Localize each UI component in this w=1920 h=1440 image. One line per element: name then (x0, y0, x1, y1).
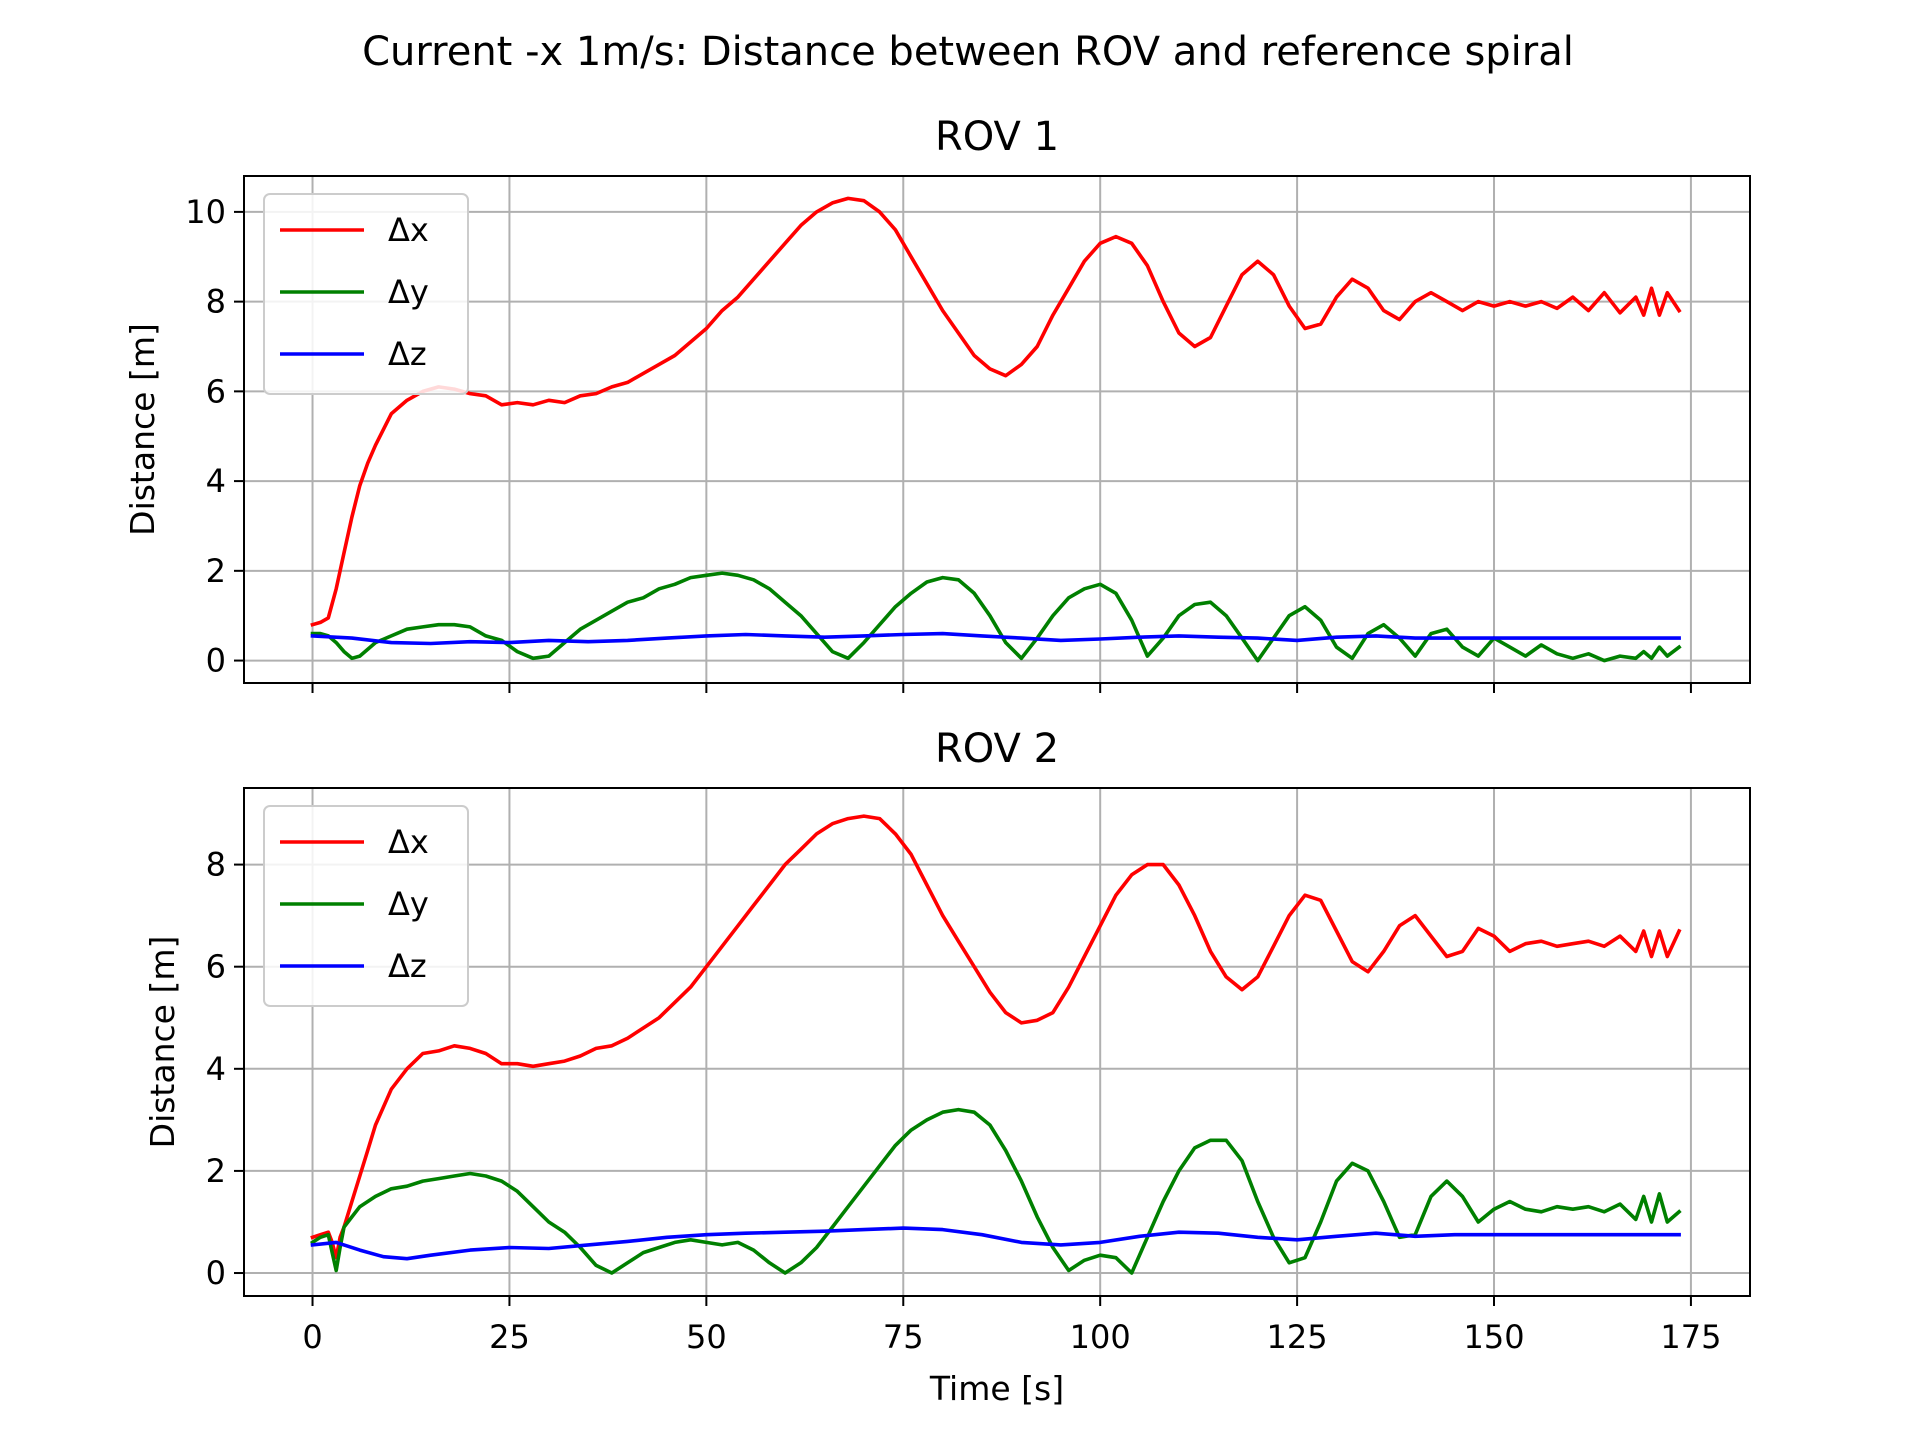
x-tick-label: 75 (883, 1318, 924, 1356)
legend-box (263, 193, 469, 395)
subplot-rov-1: ROV 1 0 2 4 6 8 10 Distance [m] Δx Δy Δz (123, 114, 1751, 693)
subplot-title: ROV 1 (935, 114, 1059, 160)
subplot-rov-2: ROV 2 0 25 50 75 100 125 150 175 0 2 4 6 8 Distance [m… (143, 726, 1751, 1408)
series-line-delta-z (310, 631, 1681, 646)
x-tick-label: 100 (1070, 1318, 1131, 1356)
series-line-delta-z (310, 1226, 1681, 1261)
series-line-delta-x (310, 196, 1682, 627)
y-tick-label: 2 (206, 1152, 226, 1190)
y-axis-label: Distance [m] (143, 936, 182, 1149)
legend-label-delta-x: Δx (388, 211, 429, 249)
x-tick-label: 150 (1463, 1318, 1524, 1356)
x-tick-label: 50 (686, 1318, 727, 1356)
y-tick-label: 8 (206, 283, 226, 321)
y-tick-label: 6 (206, 948, 226, 986)
series-line-delta-x (310, 814, 1682, 1260)
y-tick-label: 6 (206, 372, 226, 410)
legend-label-delta-x: Δx (388, 823, 429, 861)
y-tick-label: 4 (206, 462, 226, 500)
legend-box (263, 805, 469, 1007)
y-tick-label: 4 (206, 1050, 226, 1088)
subplot-title: ROV 2 (935, 726, 1059, 772)
figure-suptitle: Current -x 1m/s: Distance between ROV an… (362, 29, 1574, 75)
legend-label-delta-z: Δz (388, 947, 427, 985)
axes-frame (243, 787, 1751, 1297)
y-tick-label: 0 (206, 642, 226, 680)
y-axis-label: Distance [m] (123, 323, 162, 536)
x-tick-label: 25 (489, 1318, 530, 1356)
series-line-delta-y (310, 1107, 1682, 1275)
y-tick-label: 10 (185, 193, 226, 231)
legend-label-delta-z: Δz (388, 335, 427, 373)
x-tick-label: 175 (1660, 1318, 1721, 1356)
legend-label-delta-y: Δy (388, 885, 429, 923)
x-axis-label: Time [s] (929, 1369, 1064, 1408)
x-tick-label: 125 (1267, 1318, 1328, 1356)
y-tick-label: 8 (206, 846, 226, 884)
legend-label-delta-y: Δy (388, 273, 429, 311)
x-tick-label: 0 (302, 1318, 322, 1356)
axes-frame (243, 175, 1751, 684)
y-tick-label: 0 (206, 1254, 226, 1292)
y-tick-label: 2 (206, 552, 226, 590)
